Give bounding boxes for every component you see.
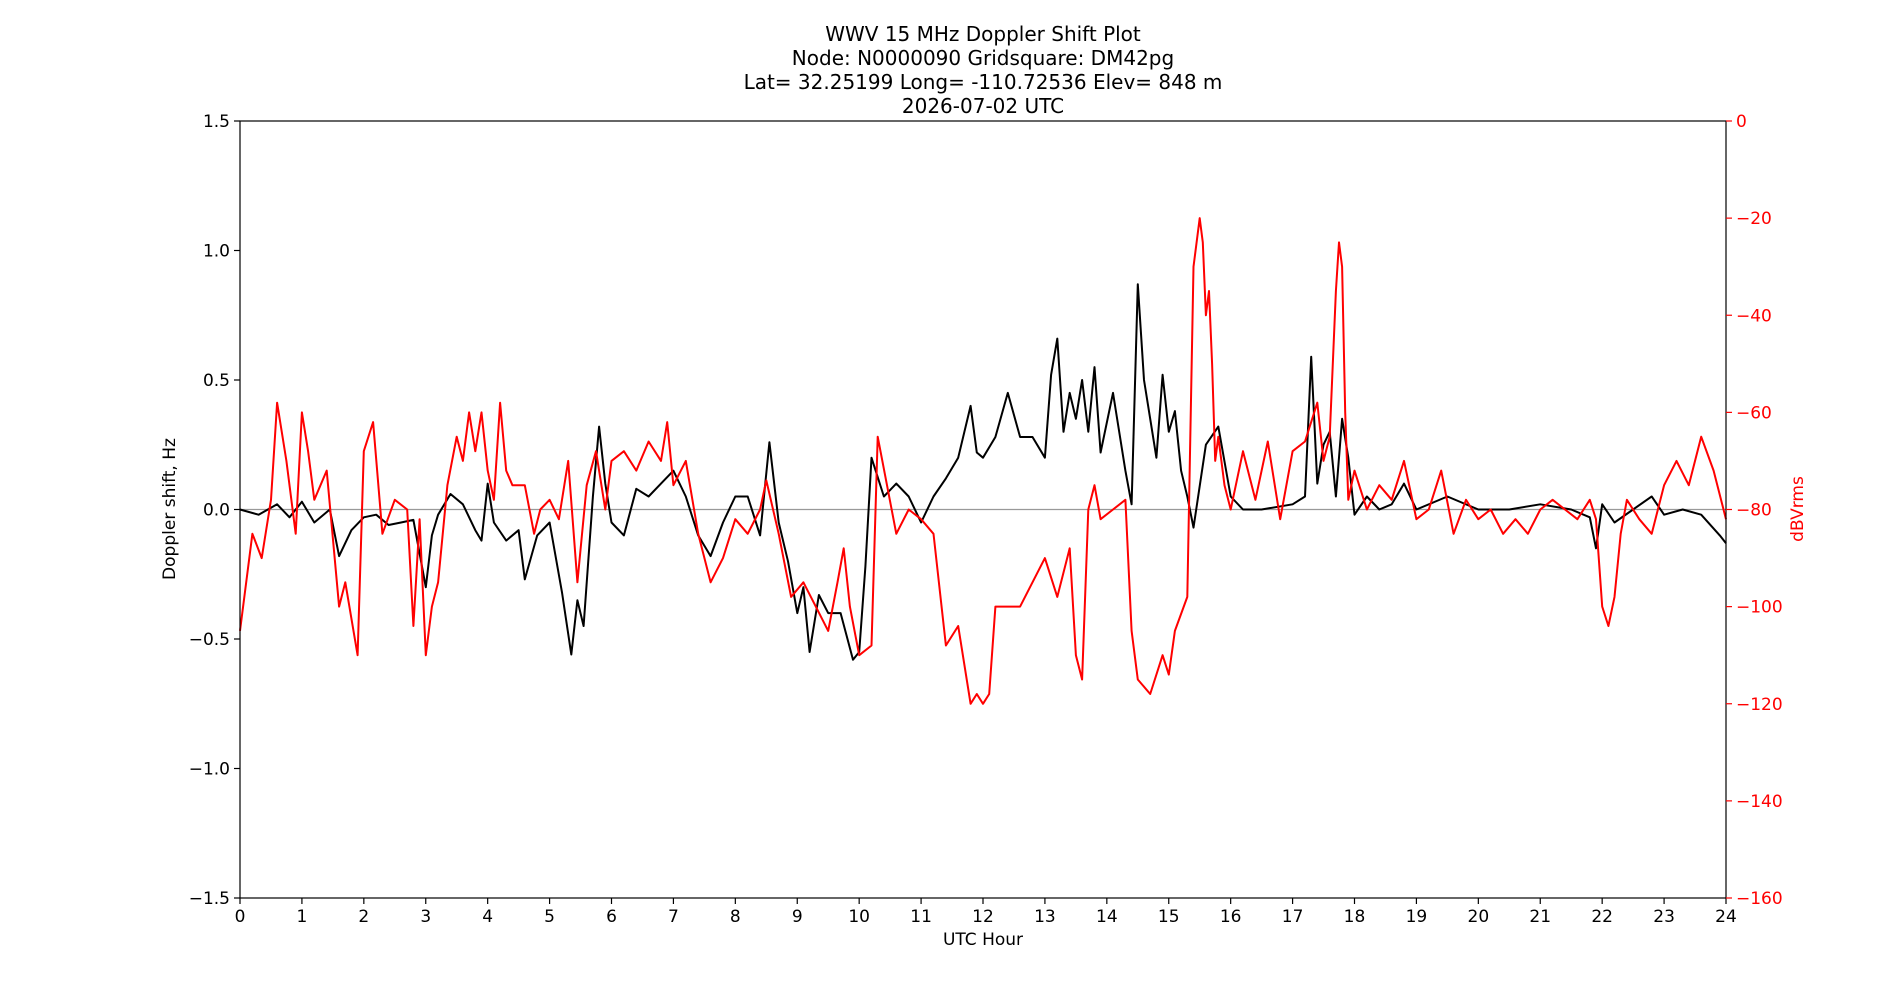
chart-title-line-3: Lat= 32.25199 Long= -110.72536 Elev= 848…: [744, 70, 1223, 94]
chart-title: WWV 15 MHz Doppler Shift Plot Node: N000…: [744, 22, 1223, 118]
series-layer: [239, 217, 1727, 705]
right-y-tick-label: −20: [1736, 209, 1772, 229]
x-tick-label: 16: [1220, 907, 1242, 927]
right-y-tick-label: 0: [1736, 112, 1747, 132]
left-y-tick-label: −1.0: [189, 760, 230, 780]
x-axis-label: UTC Hour: [943, 930, 1023, 950]
x-tick-label: 23: [1653, 907, 1675, 927]
right-y-tick-label: −160: [1736, 889, 1783, 909]
left-y-tick-label: −0.5: [189, 630, 230, 650]
x-tick-label: 17: [1282, 907, 1304, 927]
left-y-tick-label: 0.5: [203, 371, 230, 391]
x-tick-label: 19: [1406, 907, 1428, 927]
x-tick-label: 1: [297, 907, 308, 927]
x-tick-label: 21: [1529, 907, 1551, 927]
right-y-tick-label: −140: [1736, 792, 1783, 812]
x-tick-label: 12: [972, 907, 994, 927]
x-tick-label: 8: [730, 907, 741, 927]
left-y-axis-label: Doppler shift, Hz: [160, 438, 180, 580]
right-y-tick-label: −40: [1736, 306, 1772, 326]
right-y-axis: −160 −140 −120 −100 −80 −60 −40 −20 0: [1726, 112, 1783, 909]
x-tick-label: 15: [1158, 907, 1180, 927]
left-y-axis: −1.5 −1.0 −0.5 0.0 0.5 1.0 1.5: [189, 112, 240, 909]
chart-title-line-4: 2026-07-02 UTC: [902, 94, 1064, 118]
x-tick-label: 0: [235, 907, 246, 927]
x-tick-label: 5: [544, 907, 555, 927]
x-tick-label: 9: [792, 907, 803, 927]
x-tick-label: 10: [848, 907, 870, 927]
x-tick-label: 20: [1468, 907, 1490, 927]
x-tick-label: 6: [606, 907, 617, 927]
x-tick-label: 13: [1034, 907, 1056, 927]
x-axis: 0 1 2 3 4 5 6 7 8 9 10 11 12 13 14 15 16 17 18 19 20 21 22 23 24: [235, 898, 1737, 927]
right-y-tick-label: −100: [1736, 598, 1783, 618]
chart-title-line-1: WWV 15 MHz Doppler Shift Plot: [825, 22, 1141, 46]
right-y-tick-label: −120: [1736, 695, 1783, 715]
x-tick-label: 18: [1344, 907, 1366, 927]
x-tick-label: 24: [1715, 907, 1737, 927]
left-y-tick-label: −1.5: [189, 889, 230, 909]
left-y-tick-label: 1.0: [203, 242, 230, 262]
x-tick-label: 2: [358, 907, 369, 927]
x-tick-label: 22: [1591, 907, 1613, 927]
right-y-axis-label: dBVrms: [1788, 476, 1808, 542]
x-tick-label: 11: [910, 907, 932, 927]
x-tick-label: 3: [420, 907, 431, 927]
left-y-tick-label: 0.0: [203, 501, 230, 521]
x-tick-label: 14: [1096, 907, 1118, 927]
left-y-tick-label: 1.5: [203, 112, 230, 132]
doppler-shift-series: [239, 283, 1727, 661]
chart-title-line-2: Node: N0000090 Gridsquare: DM42pg: [792, 46, 1174, 70]
right-y-tick-label: −60: [1736, 403, 1772, 423]
x-tick-label: 7: [668, 907, 679, 927]
x-tick-label: 4: [482, 907, 493, 927]
signal-power-series: [239, 217, 1727, 705]
right-y-tick-label: −80: [1736, 501, 1772, 521]
